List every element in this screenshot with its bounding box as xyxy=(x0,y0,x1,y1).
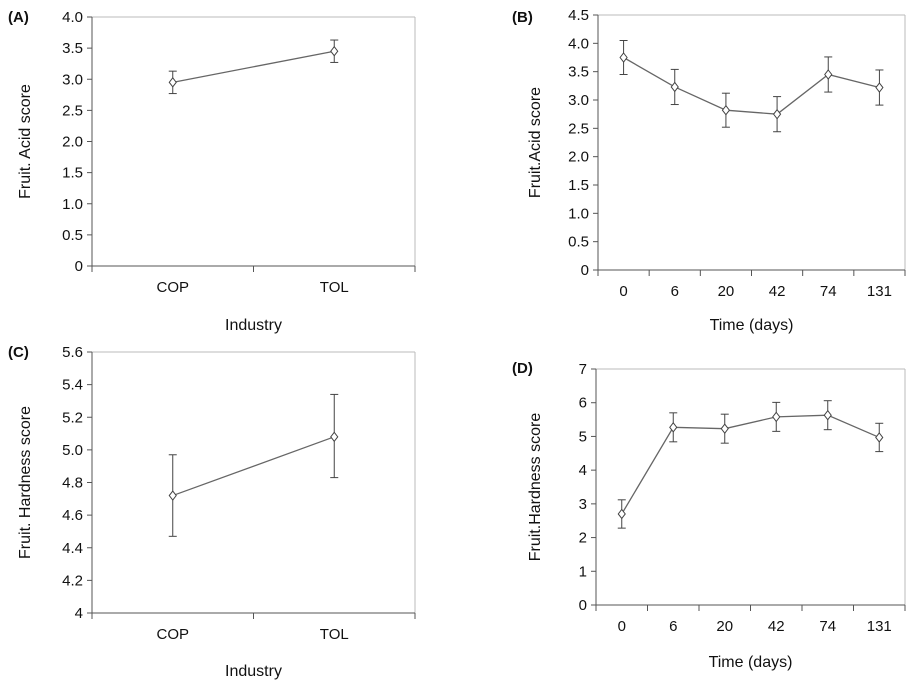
data-point-marker xyxy=(824,69,833,80)
y-tick-label: 7 xyxy=(579,361,587,378)
y-tick-label: 1.0 xyxy=(568,205,589,222)
data-point-marker xyxy=(330,431,339,443)
panel-label: (A) xyxy=(8,9,29,26)
y-tick-label: 2.0 xyxy=(568,149,589,166)
x-axis-label: Time (days) xyxy=(709,654,793,671)
x-tick-label: 42 xyxy=(768,618,785,635)
panel-label: (C) xyxy=(8,344,29,361)
x-tick-label: 74 xyxy=(820,283,837,300)
y-axis-label: Fruit. Hardness score xyxy=(17,406,34,559)
data-point-marker xyxy=(168,490,177,501)
data-point-marker xyxy=(669,422,678,433)
data-point-marker xyxy=(670,81,679,93)
y-tick-label: 4 xyxy=(579,462,587,479)
x-axis-label: Time (days) xyxy=(710,317,794,334)
data-point-marker xyxy=(168,77,177,88)
y-tick-label: 4.2 xyxy=(62,572,83,589)
data-point-marker xyxy=(721,104,731,116)
y-tick-label: 1.5 xyxy=(568,177,589,194)
x-tick-label: 20 xyxy=(718,283,735,300)
y-tick-label: 0 xyxy=(579,597,587,614)
y-tick-label: 4.8 xyxy=(62,475,83,492)
x-tick-label: 0 xyxy=(619,283,627,300)
x-tick-label: COP xyxy=(156,279,189,296)
data-point-marker xyxy=(619,52,628,63)
y-tick-label: 4.4 xyxy=(62,540,83,557)
y-tick-label: 1.5 xyxy=(62,165,83,182)
y-tick-label: 1.0 xyxy=(62,196,83,213)
y-tick-label: 3.5 xyxy=(568,64,589,81)
y-tick-label: 0 xyxy=(75,258,83,275)
x-tick-label: TOL xyxy=(320,626,349,643)
data-point-marker xyxy=(875,432,884,443)
y-tick-label: 6 xyxy=(579,395,587,412)
chart-panel-c: 4 4.2 4.4 4.6 4.8 5.0 5.2 5.4 5.6 COP TOL Industry F… xyxy=(8,344,416,680)
y-tick-label: 0.5 xyxy=(62,227,83,244)
y-tick-label: 4.0 xyxy=(62,9,83,26)
x-axis-label: Industry xyxy=(225,663,282,680)
y-axis-label: Fruit.Acid score xyxy=(527,87,544,198)
x-tick-label: TOL xyxy=(320,279,349,296)
y-tick-label: 1 xyxy=(579,563,587,580)
chart-panel-a: 0 0.5 1.0 1.5 2.0 2.5 3.0 3.5 4.0 COP TOL Industry F… xyxy=(8,9,416,334)
x-tick-label: 20 xyxy=(716,618,733,635)
y-tick-label: 2.0 xyxy=(62,134,83,151)
x-tick-label: 74 xyxy=(819,618,836,635)
y-tick-label: 3.5 xyxy=(62,40,83,57)
y-tick-label: 4 xyxy=(75,605,83,622)
y-tick-label: 5.6 xyxy=(62,344,83,361)
x-axis-label: Industry xyxy=(225,317,282,334)
data-point-marker xyxy=(772,108,782,120)
x-tick-label: 131 xyxy=(867,618,892,635)
y-tick-label: 2 xyxy=(579,530,587,547)
panel-label: (D) xyxy=(512,360,533,377)
y-tick-label: 4.6 xyxy=(62,507,83,524)
x-tick-label: 6 xyxy=(671,283,679,300)
data-point-marker xyxy=(617,508,626,520)
y-tick-label: 3 xyxy=(579,496,587,513)
y-axis-label: Fruit. Acid score xyxy=(17,84,34,199)
y-tick-label: 2.5 xyxy=(62,102,83,119)
y-tick-label: 2.5 xyxy=(568,120,589,137)
series-line xyxy=(621,414,880,515)
y-tick-label: 5 xyxy=(579,428,587,445)
y-tick-label: 4.0 xyxy=(568,35,589,52)
y-tick-label: 5.2 xyxy=(62,409,83,426)
y-tick-label: 3.0 xyxy=(62,71,83,88)
data-point-marker xyxy=(823,409,832,421)
panel-label: (B) xyxy=(512,9,533,26)
data-point-marker xyxy=(720,423,729,434)
data-point-marker xyxy=(330,45,339,57)
x-tick-label: 6 xyxy=(669,618,677,635)
data-point-marker xyxy=(875,82,884,93)
x-tick-label: 131 xyxy=(867,283,892,300)
chart-panel-b: 0 0.5 1.0 1.5 2.0 2.5 3.0 3.5 4.0 4.5 0 6 20 42 74 131 T… xyxy=(512,7,906,334)
series-line xyxy=(623,56,880,115)
y-tick-label: 3.0 xyxy=(568,92,589,109)
y-tick-label: 0.5 xyxy=(568,234,589,251)
x-tick-label: COP xyxy=(156,626,189,643)
series-line xyxy=(172,436,335,497)
data-point-marker xyxy=(772,411,781,423)
chart-panel-d: 0 1 2 3 4 5 6 7 0 6 20 42 74 131 Time (days) Fruit.Hard… xyxy=(512,360,906,671)
y-axis-label: Fruit.Hardness score xyxy=(527,413,544,562)
y-tick-label: 5.4 xyxy=(62,377,83,394)
series-line xyxy=(172,50,335,84)
x-tick-label: 0 xyxy=(618,618,626,635)
y-tick-label: 5.0 xyxy=(62,442,83,459)
x-tick-label: 42 xyxy=(769,283,786,300)
y-tick-label: 0 xyxy=(581,262,589,279)
y-tick-label: 4.5 xyxy=(568,7,589,24)
